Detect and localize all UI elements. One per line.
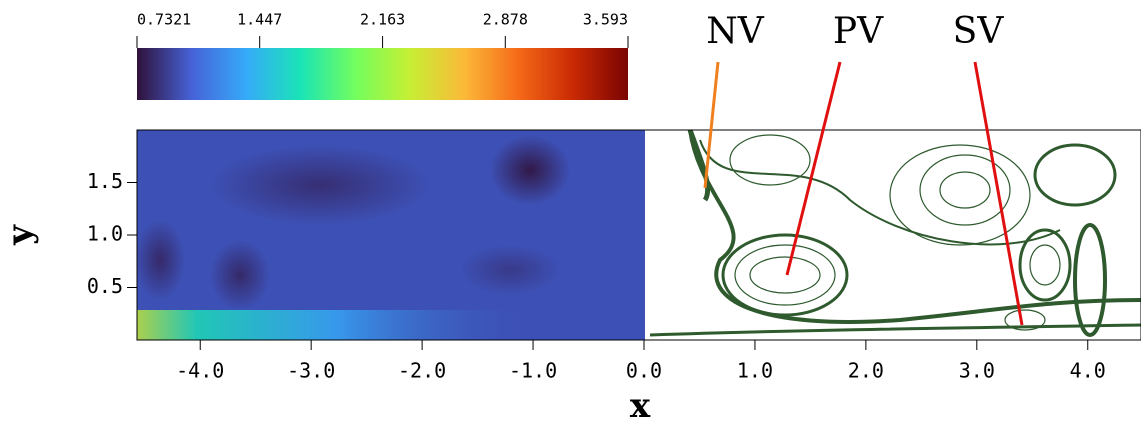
x-tick-label: 1.0 <box>737 359 773 383</box>
x-tick-label: -3.0 <box>287 359 335 383</box>
y-tick-label: 1.5 <box>87 169 123 193</box>
x-tick-label: -4.0 <box>176 359 224 383</box>
x-tick-label: 3.0 <box>959 359 995 383</box>
x-axis-label: x <box>630 386 651 426</box>
contour-field <box>649 130 1141 337</box>
annotation: PV <box>833 11 884 52</box>
annotation-pointer <box>703 61 720 189</box>
colorbar <box>137 48 628 100</box>
y-axis-label: y <box>0 224 40 246</box>
colorbar-tick-label: 3.593 <box>583 11 628 29</box>
colorbar-tick-label: 2.163 <box>360 11 405 29</box>
annotation-pointer <box>785 61 842 276</box>
x-tick-label: 0.0 <box>626 359 662 383</box>
colorbar-tick-label: 2.878 <box>483 11 528 29</box>
x-tick-label: 4.0 <box>1070 359 1106 383</box>
colorbar-tick-label: 1.447 <box>237 11 282 29</box>
y-tick-label: 0.5 <box>87 274 123 298</box>
vorticity-field <box>137 130 645 340</box>
annotation: NV <box>706 11 765 52</box>
x-tick-label: -1.0 <box>509 359 557 383</box>
annotation: SV <box>953 11 1005 52</box>
x-tick-label: 2.0 <box>848 359 884 383</box>
colorbar-tick-label: 0.7321 <box>137 11 191 29</box>
annotation-pointer <box>973 61 1024 326</box>
y-tick-label: 1.0 <box>87 222 123 246</box>
x-tick-label: -2.0 <box>398 359 446 383</box>
